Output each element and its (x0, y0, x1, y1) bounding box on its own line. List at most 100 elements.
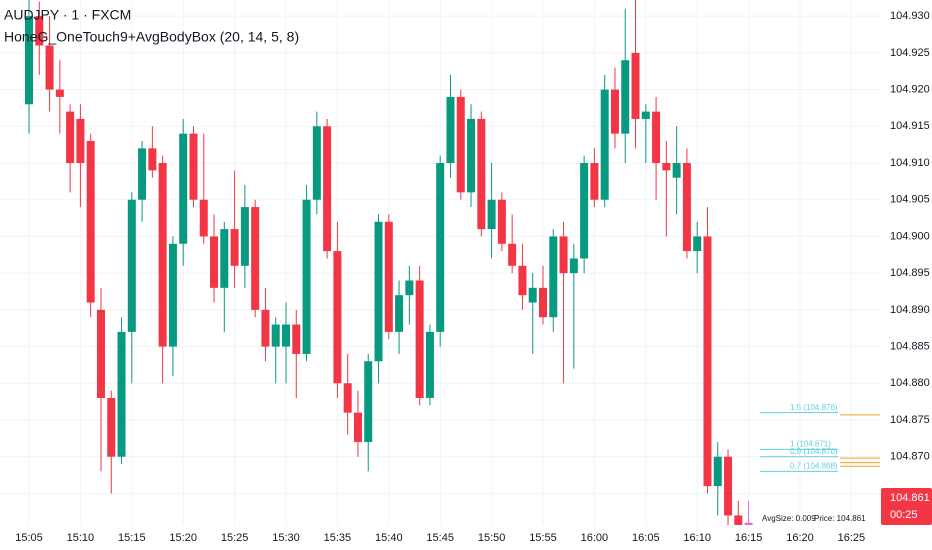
candle-body (631, 52, 640, 119)
candle-body (415, 280, 424, 398)
candle-body (744, 522, 753, 525)
x-tick-label: 15:45 (426, 532, 454, 544)
candle-body (559, 236, 568, 274)
candle-body (487, 199, 496, 230)
candle-body (35, 16, 44, 46)
candle-body (210, 236, 219, 288)
candle-body (302, 199, 311, 354)
candle-body (25, 16, 33, 105)
candle-body (672, 163, 681, 178)
candle-body (96, 309, 105, 398)
candle-body (590, 163, 599, 200)
candle-body (179, 133, 188, 244)
level-label: 0.7 (104.868) (790, 462, 838, 471)
x-tick-label: 16:25 (838, 532, 866, 544)
candle-body (107, 397, 116, 457)
x-tick-label: 15:20 (169, 532, 197, 544)
candle-body (456, 96, 465, 193)
candle-body (199, 199, 208, 237)
y-tick-label: 104.930 (890, 10, 930, 22)
candle-body (446, 96, 455, 164)
candle-body (724, 456, 733, 516)
candle-body (467, 118, 476, 193)
candle-body (312, 126, 321, 200)
price-label: Price: 104.861 (814, 514, 866, 523)
candle-body (168, 243, 177, 347)
x-tick-label: 16:05 (632, 532, 660, 544)
candle-body (528, 287, 537, 303)
y-tick-label: 104.910 (890, 157, 930, 169)
y-tick-label: 104.925 (890, 47, 930, 59)
avg-size-label: AvgSize: 0.009 (762, 514, 816, 523)
candle-body (282, 324, 290, 347)
level-label: 1 (104.871) (790, 439, 831, 448)
x-tick-label: 15:40 (375, 532, 403, 544)
candle-body (189, 133, 198, 200)
candle-body (436, 163, 445, 332)
candle-body (518, 265, 527, 296)
candle-body (353, 412, 362, 443)
x-tick-label: 16:00 (581, 532, 609, 544)
candle-body (703, 236, 712, 487)
candle-body (271, 324, 280, 347)
x-tick-label: 15:30 (272, 532, 300, 544)
indicator-title: HoneG_OneTouch9+AvgBodyBox (20, 14, 5, 8… (4, 29, 299, 45)
y-tick-label: 104.875 (890, 414, 930, 426)
candle-body (55, 89, 64, 97)
candle-body (364, 361, 373, 443)
candle-body (569, 258, 578, 274)
last-price: 104.861 (890, 492, 930, 504)
axes: 104.865104.870104.875104.880104.885104.8… (15, 10, 932, 544)
candle-body (497, 199, 506, 244)
candle-body (323, 126, 332, 252)
x-tick-label: 15:10 (67, 532, 95, 544)
x-tick-label: 15:35 (324, 532, 352, 544)
x-tick-label: 15:55 (529, 532, 557, 544)
candle-body (66, 111, 75, 164)
candle-body (600, 89, 609, 200)
y-tick-label: 104.895 (890, 267, 930, 279)
y-tick-label: 104.870 (890, 451, 930, 463)
y-tick-label: 104.890 (890, 304, 930, 316)
chart-title: AUDJPY · 1 · FXCM (4, 7, 131, 23)
candle-body (682, 163, 691, 252)
x-tick-label: 15:15 (118, 532, 146, 544)
x-tick-label: 16:10 (683, 532, 711, 544)
y-tick-label: 104.885 (890, 340, 930, 352)
x-tick-label: 15:25 (221, 532, 249, 544)
candle-body (148, 148, 157, 171)
candle-body (251, 207, 260, 310)
candle-body (343, 383, 352, 413)
candle-body (641, 111, 650, 119)
level-label: 1.5 (104.876) (790, 403, 838, 412)
last-price-badge (881, 488, 932, 525)
candle-body (261, 309, 270, 347)
candle-body (292, 324, 301, 354)
candle-body (734, 515, 743, 525)
candle-body (425, 331, 434, 398)
candle-body (138, 148, 147, 200)
level-label: 0.9 (104.870) (790, 447, 838, 456)
countdown: 00:25 (890, 509, 918, 521)
candle-body (76, 118, 85, 164)
y-tick-label: 104.920 (890, 83, 930, 95)
candle-body (45, 45, 54, 90)
plot-area: 1.5 (104.876) 1 (104.871)0.9 (104.870) 0.7… (25, 0, 880, 525)
candle-body (693, 236, 702, 252)
y-tick-label: 104.905 (890, 194, 930, 206)
candle-body (384, 221, 393, 332)
candle-body (580, 163, 589, 259)
x-tick-label: 16:15 (735, 532, 763, 544)
candle-body (508, 243, 517, 266)
x-tick-label: 15:50 (478, 532, 506, 544)
candle-body (621, 60, 630, 134)
y-tick-label: 104.900 (890, 230, 930, 242)
candle-body (539, 287, 547, 318)
candle-body (86, 140, 95, 303)
candle-body (333, 251, 342, 384)
candle-body (713, 456, 722, 487)
candle-body (374, 221, 383, 362)
candle-body (652, 111, 661, 164)
candle-body (127, 199, 136, 332)
